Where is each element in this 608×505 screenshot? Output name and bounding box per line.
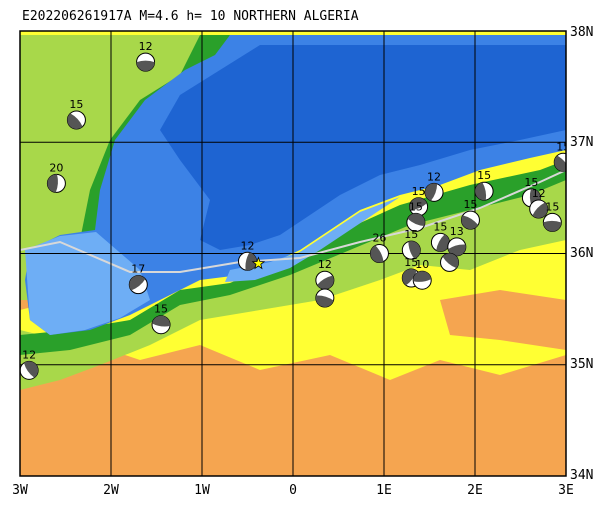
depth-label: 15 (154, 303, 168, 316)
depth-label: 15 (69, 98, 83, 111)
focal-mechanism[interactable]: 10 (412, 258, 432, 290)
beachball-quadrant (315, 295, 334, 307)
depth-label: 15 (404, 228, 418, 241)
focal-mechanism[interactable]: 15 (151, 303, 171, 335)
beachball-quadrant (245, 252, 257, 271)
beachball-quadrant (409, 197, 427, 211)
beachball-quadrant (543, 220, 562, 232)
map-title: E202206261917A M=4.6 h= 10 NORTHERN ALGE… (22, 9, 359, 24)
focal-mechanism[interactable]: 12 (20, 348, 39, 380)
beachball-quadrant (413, 271, 432, 282)
beachball-quadrant (448, 244, 466, 256)
depth-label: 15 (409, 200, 423, 213)
lat-label: 36N (570, 246, 593, 261)
depth-label: 12 (139, 40, 153, 53)
lat-label: 38N (570, 25, 593, 40)
latitude-labels: 38N 37N 36N 35N 34N (570, 25, 593, 483)
continental-shelf (25, 232, 150, 335)
lat-label: 37N (570, 135, 593, 150)
beachball-quadrant (436, 234, 450, 252)
hill-region (20, 35, 200, 300)
focal-mechanism[interactable] (315, 288, 335, 308)
lon-label: 2W (103, 483, 119, 498)
depth-label: 17 (131, 263, 145, 276)
focal-mechanism[interactable]: 15 (409, 185, 429, 217)
depth-label: 15 (477, 169, 491, 182)
depth-label: 15 (524, 176, 538, 189)
depth-label: 12 (532, 187, 546, 200)
beachball-quadrant (532, 202, 548, 218)
beachball-quadrant (461, 215, 479, 230)
depth-label: 15 (412, 185, 426, 198)
grid-lines (20, 31, 566, 476)
focal-mechanism[interactable]: 15 (406, 200, 426, 232)
depth-label: 12 (22, 348, 36, 361)
beachball-quadrant (67, 113, 83, 129)
depth-label: 15 (556, 140, 570, 153)
plate-boundary-line (20, 169, 566, 273)
focal-mechanism[interactable]: 12 (315, 258, 335, 290)
focal-mechanism[interactable]: 12 (424, 170, 444, 202)
depth-label: 26 (372, 232, 386, 245)
beachball-quadrant (23, 361, 39, 378)
depth-label: 15 (545, 200, 559, 213)
depth-label: 15 (463, 198, 477, 211)
longitude-labels: 3W 2W 1W 0 1E 2E 3E (12, 483, 574, 498)
focal-mechanism[interactable]: 15 (66, 98, 86, 130)
depth-label: 10 (415, 258, 429, 271)
focal-mechanism[interactable]: 20 (46, 161, 66, 193)
beachball-quadrant (47, 174, 58, 193)
focal-mechanism[interactable]: 15 (553, 140, 572, 172)
focal-mechanism[interactable]: 15 (401, 228, 421, 260)
lon-label: 0 (289, 483, 297, 498)
focal-mechanism[interactable]: 15 (474, 169, 494, 201)
focal-mechanism[interactable]: 13 (447, 225, 467, 257)
depth-label: 15 (433, 220, 447, 233)
focal-mechanism[interactable]: 12 (136, 40, 156, 72)
highland-region (440, 290, 566, 350)
focal-mechanism[interactable]: 15 (542, 200, 562, 232)
lon-label: 2E (467, 483, 483, 498)
beachball-quadrant (136, 60, 155, 72)
lon-label: 3W (12, 483, 28, 498)
depth-label: 20 (49, 161, 63, 174)
focal-mechanism[interactable] (440, 252, 460, 272)
focal-mechanism[interactable]: 15 (430, 220, 450, 252)
map-frame (19, 30, 567, 477)
lat-label: 34N (570, 468, 593, 483)
lat-label: 35N (570, 357, 593, 372)
focal-mechanism[interactable]: 26 (369, 232, 389, 263)
beachball-quadrant (370, 245, 384, 263)
deep-sea (160, 45, 566, 250)
depth-label: 12 (427, 170, 441, 183)
epicenter-star (251, 256, 266, 270)
beachball-quadrant (152, 315, 171, 327)
continental-shelf (225, 197, 400, 282)
lon-label: 1E (376, 483, 392, 498)
lon-label: 3E (558, 483, 574, 498)
beachball-quadrant (407, 213, 425, 227)
focal-mechanism[interactable]: 12 (238, 239, 257, 271)
beachball-quadrant (554, 155, 566, 172)
beachball-quadrant (425, 183, 438, 201)
beachball-quadrant (475, 182, 487, 201)
depth-label: 12 (241, 239, 255, 252)
beachball-quadrant (402, 268, 417, 286)
depth-label: 15 (404, 256, 418, 269)
focal-mechanism[interactable]: 12 (529, 187, 549, 219)
epicenter-marker[interactable] (251, 256, 266, 270)
beachball-quadrant (408, 241, 421, 259)
depth-label: 12 (318, 258, 332, 271)
beachball-quadrant (317, 275, 334, 290)
beachball-quadrant (129, 275, 146, 291)
lon-label: 1W (194, 483, 210, 498)
depth-label: 13 (450, 225, 464, 238)
focal-mechanism[interactable]: 15 (460, 198, 480, 230)
focal-mechanism[interactable]: 17 (128, 263, 148, 295)
beachball-quadrant (442, 253, 459, 269)
